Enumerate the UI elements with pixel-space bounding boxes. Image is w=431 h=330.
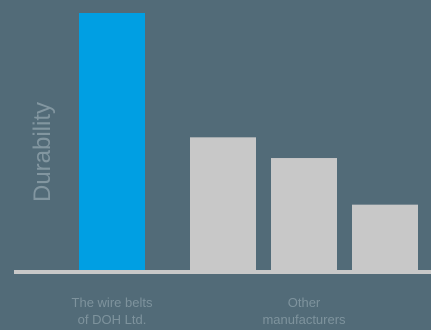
category-labels: The wire belts of DOH Ltd. Other manufactur… <box>72 295 347 327</box>
category-label-1-line-0: Other <box>288 295 321 310</box>
bar-other-2 <box>271 158 337 272</box>
bars-layer <box>79 13 418 272</box>
category-label-1-line-1: manufacturers <box>262 312 346 327</box>
bar-doh <box>79 13 145 272</box>
bar-other-1 <box>190 137 256 272</box>
category-label-0-line-1: of DOH Ltd. <box>78 312 147 327</box>
y-axis-title: Durability <box>29 102 56 202</box>
bar-other-3 <box>352 204 418 272</box>
category-label-0-line-0: The wire belts <box>72 295 153 310</box>
